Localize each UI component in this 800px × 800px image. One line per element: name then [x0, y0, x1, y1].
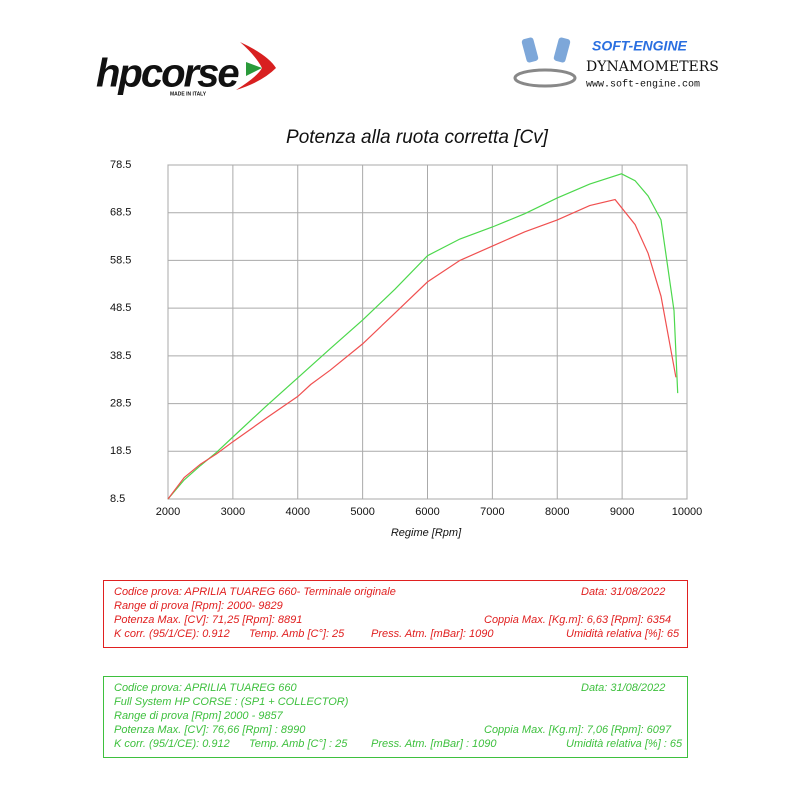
info-text: Data: 31/08/2022 — [581, 586, 666, 598]
x-tick-label: 9000 — [610, 506, 634, 518]
dyno-url: www.soft-engine.com — [586, 79, 700, 91]
info-text: Codice prova: APRILIA TUAREG 660- Termin… — [114, 586, 396, 598]
x-tick-label: 5000 — [350, 506, 374, 518]
x-tick-label: 2000 — [156, 506, 180, 518]
x-tick-label: 6000 — [415, 506, 439, 518]
info-text: Press. Atm. [mBar]: 1090 — [371, 628, 494, 640]
y-tick-label: 38.5 — [110, 350, 131, 362]
y-tick-label: 68.5 — [110, 207, 131, 219]
y-tick-label: 8.5 — [110, 493, 125, 505]
info-text: Umidità relativa [%]: 65 — [566, 628, 680, 640]
test-box: Codice prova: APRILIA TUAREG 660 Data: 31… — [103, 676, 688, 758]
info-row: Potenza Max. [CV]: 76,66 [Rpm] : 8990 Cop… — [104, 724, 687, 738]
x-axis-label: Regime [Rpm] — [391, 527, 462, 539]
dyno-brand: SOFT-ENGINE — [592, 38, 688, 54]
info-text: Full System HP CORSE : (SP1 + COLLECTOR) — [114, 696, 349, 708]
y-tick-label: 48.5 — [110, 302, 131, 314]
brand: hpcorse — [96, 52, 239, 96]
info-text: Coppia Max. [Kg.m]: 7,06 [Rpm]: 6097 — [484, 724, 672, 736]
swoosh — [236, 42, 276, 90]
piston — [553, 37, 571, 63]
x-tick-label: 4000 — [286, 506, 310, 518]
info-text: K corr. (95/1/CE): 0.912 — [114, 628, 230, 640]
x-tick-label: 10000 — [672, 506, 703, 518]
chart: hpcorse MADE IN ITALY SOFT-ENGINE DYNAMO… — [96, 37, 719, 539]
info-text: Umidità relativa [%] : 65 — [566, 738, 683, 750]
power-line — [167, 198, 677, 500]
info-text: Range di prova [Rpm] 2000 - 9857 — [114, 710, 283, 722]
swirl — [513, 68, 577, 88]
dyno-type: DYNAMOMETERS — [586, 59, 719, 75]
info-row: Range di prova [Rpm] 2000 - 9857 — [104, 710, 687, 724]
info-text: Temp. Amb [C°] : 25 — [249, 738, 348, 750]
hpcorse-logo: hpcorse MADE IN ITALY — [96, 42, 276, 97]
info-row: K corr. (95/1/CE): 0.912 Temp. Amb [C°] :… — [104, 738, 687, 752]
info-text: Temp. Amb [C°]: 25 — [249, 628, 345, 640]
info-row: Range di prova [Rpm]: 2000- 9829 — [104, 600, 687, 614]
info-text: Potenza Max. [CV]: 71,25 [Rpm]: 8891 — [114, 614, 303, 626]
y-tick-label: 78.5 — [110, 159, 131, 171]
info-text: Coppia Max. [Kg.m]: 6,63 [Rpm]: 6354 — [484, 614, 672, 626]
piston — [521, 37, 539, 63]
power-line — [167, 173, 679, 500]
y-tick-label: 58.5 — [110, 254, 131, 266]
info-text: Codice prova: APRILIA TUAREG 660 — [114, 682, 297, 694]
info-text: Potenza Max. [CV]: 76,66 [Rpm] : 8990 — [114, 724, 306, 736]
info-text: Data: 31/08/2022 — [581, 682, 666, 694]
x-tick-label: 8000 — [545, 506, 569, 518]
chart-title: Potenza alla ruota corretta [Cv] — [286, 127, 549, 148]
info-row: K corr. (95/1/CE): 0.912 Temp. Amb [C°]: … — [104, 628, 687, 642]
info-row: Full System HP CORSE : (SP1 + COLLECTOR) — [104, 696, 687, 710]
x-tick-label: 3000 — [221, 506, 245, 518]
info-row: Potenza Max. [CV]: 71,25 [Rpm]: 8891 Copp… — [104, 614, 687, 628]
x-tick-label: 7000 — [480, 506, 504, 518]
info-row: Codice prova: APRILIA TUAREG 660- Termin… — [104, 586, 687, 600]
swoosh-green — [246, 62, 262, 76]
soft-engine-logo: SOFT-ENGINE DYNAMOMETERS www.soft-engine… — [513, 37, 719, 91]
info-text: K corr. (95/1/CE): 0.912 — [114, 738, 230, 750]
info-row: Codice prova: APRILIA TUAREG 660 Data: 31… — [104, 682, 687, 696]
info-text: Range di prova [Rpm]: 2000- 9829 — [114, 600, 283, 612]
info-text: Press. Atm. [mBar] : 1090 — [371, 738, 497, 750]
y-tick-label: 28.5 — [110, 397, 131, 409]
test-box: Codice prova: APRILIA TUAREG 660- Termin… — [103, 580, 688, 648]
y-tick-label: 18.5 — [110, 445, 131, 457]
brand-note: MADE IN ITALY — [170, 91, 207, 97]
